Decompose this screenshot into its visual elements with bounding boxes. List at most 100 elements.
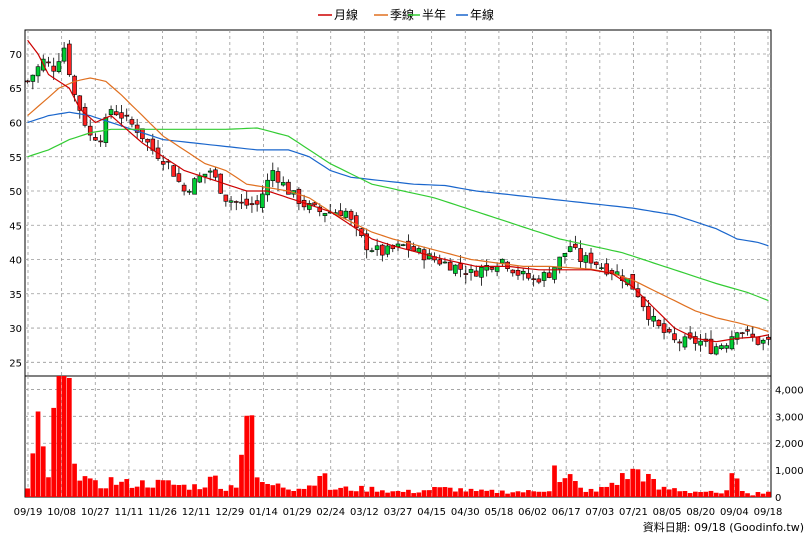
volume-bar — [677, 491, 683, 497]
volume-bar — [82, 476, 88, 497]
x-tick-label: 09/18 — [754, 507, 783, 518]
candle-body — [510, 269, 516, 274]
volume-bar — [312, 485, 317, 497]
volume-bar — [317, 475, 323, 497]
volume-bar — [400, 491, 406, 497]
price-tick-label: 55 — [9, 153, 22, 164]
volume-bar — [155, 479, 161, 497]
volume-bar — [338, 487, 343, 497]
candle-body — [343, 210, 349, 218]
volume-bar — [353, 491, 359, 497]
volume-bar — [562, 478, 568, 497]
x-tick-label: 07/03 — [585, 507, 614, 518]
candle-body — [468, 269, 474, 273]
candle-body — [520, 270, 526, 275]
volume-bar — [719, 493, 724, 497]
volume-bar — [108, 477, 114, 497]
volume-bar — [390, 491, 396, 497]
candle-body — [745, 329, 750, 332]
candle-body — [661, 323, 667, 333]
x-tick-label: 07/21 — [619, 507, 648, 518]
volume-bar — [557, 482, 563, 497]
volume-bar — [567, 474, 573, 497]
volume-bar — [703, 491, 709, 497]
legend-item-year: 年線 — [456, 7, 494, 22]
volume-bar — [87, 478, 93, 497]
candle-body — [719, 345, 724, 349]
source-label: 資料日期: 09/18 (Goodinfo.tw) — [643, 520, 804, 534]
x-tick-label: 11/26 — [148, 507, 177, 518]
candle-body — [682, 336, 688, 348]
candle-body — [599, 267, 604, 269]
x-tick-label: 10/08 — [47, 507, 76, 518]
candle-body — [181, 184, 187, 192]
volume-bar — [646, 473, 651, 497]
volume-bar — [72, 463, 77, 497]
candle-body — [713, 346, 719, 355]
candle-body — [583, 255, 589, 263]
volume-bar — [541, 491, 547, 497]
candle-body — [51, 65, 56, 72]
candle-body — [77, 95, 83, 111]
x-tick-label: 06/02 — [518, 507, 547, 518]
volume-bar — [181, 484, 187, 497]
candle-body — [740, 332, 745, 334]
volume-bar — [145, 487, 150, 497]
volume-bar — [197, 489, 203, 497]
x-tick-label: 03/12 — [350, 507, 379, 518]
volume-bar — [291, 491, 297, 497]
volume-bar — [327, 489, 333, 497]
legend-item-half-year: 半年 — [408, 8, 446, 22]
x-tick-label: 09/19 — [14, 507, 43, 518]
volume-bar — [176, 485, 182, 497]
candle-body — [129, 119, 135, 125]
candle-body — [25, 80, 30, 83]
volume-bar — [265, 483, 270, 497]
chart-legend: 月線 季線 半年 年線 — [318, 7, 494, 22]
volume-bar — [578, 487, 583, 497]
volume-bar — [171, 484, 177, 497]
candle-body — [380, 244, 385, 256]
candle-body — [312, 202, 317, 206]
volume-bar — [526, 490, 531, 497]
candle-body — [531, 278, 536, 281]
candle-body — [515, 270, 521, 276]
candle-body — [734, 332, 740, 340]
volume-bar — [98, 488, 103, 497]
volume-bar — [223, 490, 229, 497]
candle-body — [766, 336, 771, 340]
volume-bar — [734, 478, 740, 497]
candle-body — [87, 125, 93, 136]
candle-body — [677, 341, 682, 344]
volume-bar — [306, 485, 312, 497]
volume-bar — [374, 491, 380, 497]
volume-bar — [140, 480, 145, 497]
volume-bar — [604, 486, 610, 497]
volume-bar — [473, 491, 479, 497]
volume-bar — [333, 489, 338, 497]
candle-body — [307, 203, 312, 210]
candle-body — [500, 258, 505, 264]
volume-bar — [729, 473, 735, 497]
volume-bar — [573, 481, 578, 497]
price-tick-label: 70 — [9, 50, 22, 61]
candle-body — [46, 61, 51, 64]
x-tick-label: 01/14 — [249, 507, 278, 518]
volume-bar — [30, 453, 36, 497]
volume-bar — [56, 376, 62, 497]
candle-body — [108, 109, 114, 116]
volume-bar — [766, 491, 771, 497]
candle-body — [593, 261, 599, 265]
volume-bar — [666, 489, 672, 497]
x-tick-label: 03/27 — [384, 507, 413, 518]
candle-body — [760, 339, 766, 344]
candle-body — [578, 248, 583, 263]
candle-body — [656, 319, 662, 327]
x-tick-label: 04/15 — [417, 507, 446, 518]
volume-bar — [213, 475, 218, 497]
volume-bar — [244, 415, 250, 497]
volume-bar — [380, 490, 385, 497]
volume-bar — [369, 486, 375, 497]
volume-bar — [260, 482, 265, 497]
volume-bar — [520, 492, 526, 497]
